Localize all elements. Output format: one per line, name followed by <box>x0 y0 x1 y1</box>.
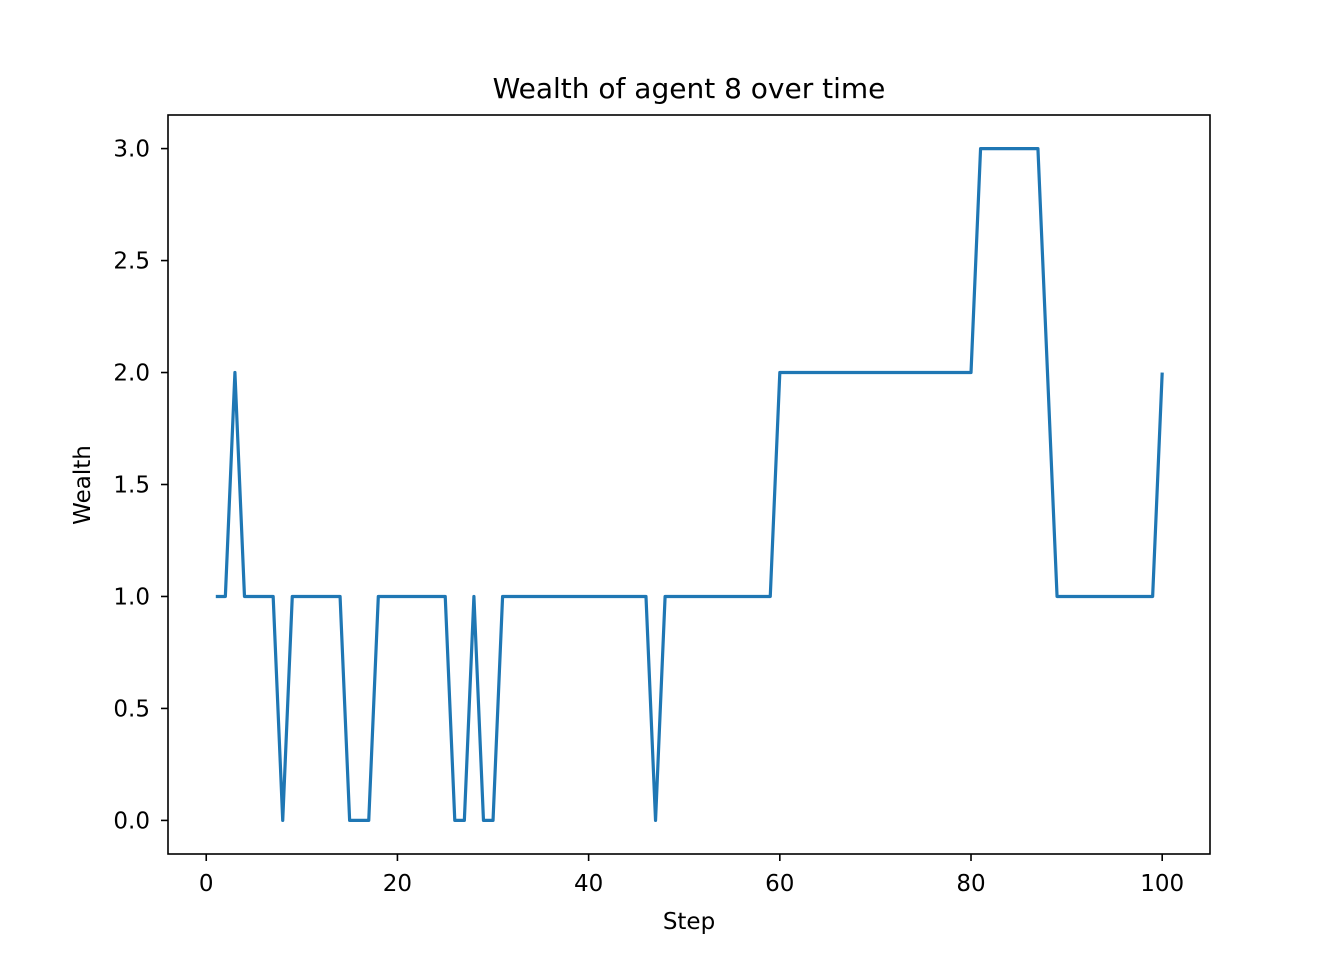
chart-title: Wealth of agent 8 over time <box>493 72 886 105</box>
y-tick-label: 0.0 <box>113 808 150 834</box>
x-tick-label: 20 <box>383 871 412 897</box>
x-tick-label: 40 <box>574 871 603 897</box>
y-tick-label: 1.5 <box>113 473 150 499</box>
x-tick-label: 0 <box>199 871 214 897</box>
y-tick-label: 1.0 <box>113 584 150 610</box>
y-tick-label: 2.0 <box>113 361 150 387</box>
y-tick-label: 2.5 <box>113 249 150 275</box>
plot-area: 0 20 40 60 80 100 0.0 0.5 1.0 1.5 2.0 2.5 3.0 <box>113 114 1211 897</box>
x-tick-label: 60 <box>765 871 794 897</box>
x-tick-label: 100 <box>1140 871 1184 897</box>
y-tick-label: 3.0 <box>113 137 150 163</box>
y-tick-label: 0.5 <box>113 696 150 722</box>
x-tick-label: 80 <box>956 871 985 897</box>
x-axis-title: Step <box>663 909 715 935</box>
series-line-0 <box>215 146 1164 823</box>
y-axis-title: Wealth <box>70 445 96 525</box>
